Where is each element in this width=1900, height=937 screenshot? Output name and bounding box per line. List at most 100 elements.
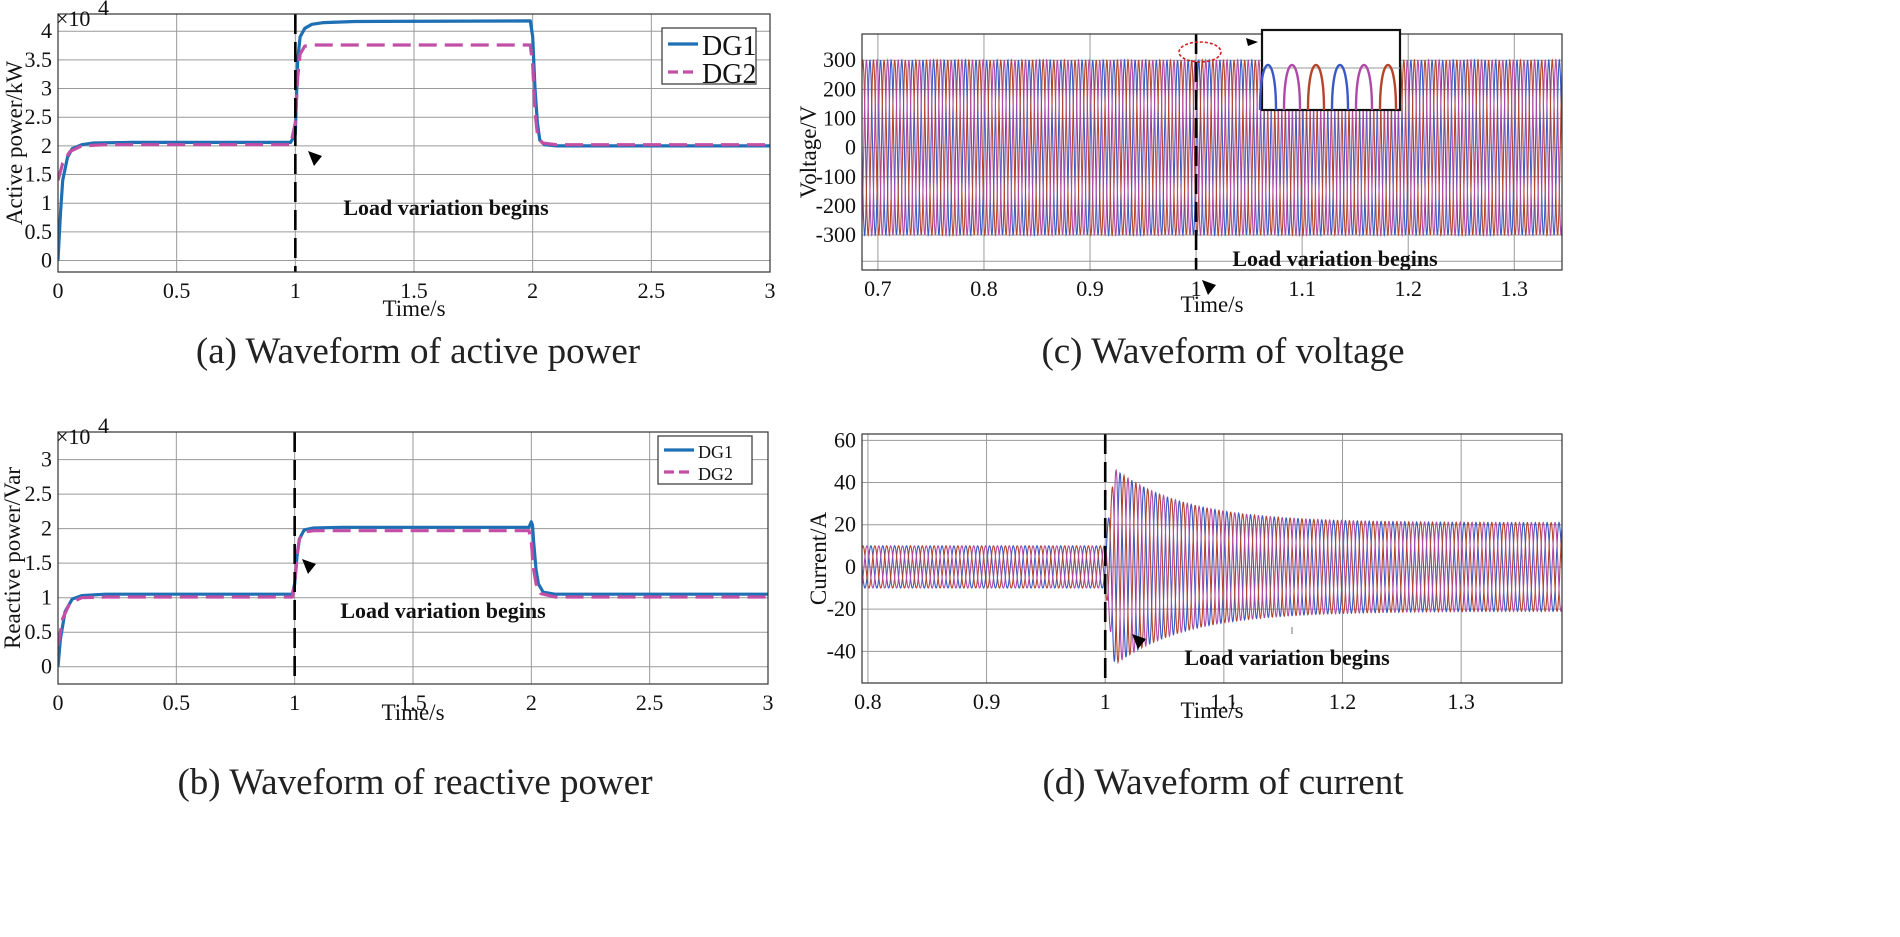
figure-caption: (c) Waveform of voltage	[1041, 331, 1404, 372]
x-tick-label: 0.5	[163, 690, 191, 715]
x-tick-label: 2	[526, 690, 537, 715]
x-tick-label: 1.1	[1288, 276, 1316, 301]
legend-label-dg1: DG1	[698, 442, 733, 462]
x-tick-label: 0.7	[864, 276, 892, 301]
axis-scale-label: ×10	[56, 424, 90, 449]
y-tick-label: -200	[816, 193, 856, 218]
x-axis-label: Time/s	[381, 700, 444, 725]
y-tick-label: 20	[834, 512, 856, 537]
y-tick-label: 2.5	[25, 481, 53, 506]
waveform-phase-b	[862, 473, 1562, 665]
y-tick-label: -40	[827, 638, 856, 663]
y-tick-label: 300	[823, 47, 856, 72]
axis-scale-label: ×10	[56, 6, 90, 31]
y-tick-label: 3.5	[25, 47, 53, 72]
inset-peak	[1330, 63, 1350, 111]
inset-peak	[1354, 63, 1374, 111]
annotation-arrow	[308, 151, 322, 166]
x-tick-label: 0.8	[970, 276, 998, 301]
x-tick-label: 1.3	[1501, 276, 1529, 301]
waveform-phase-a	[862, 58, 1562, 238]
waveform-phase-c	[862, 468, 1562, 661]
plot-data	[862, 468, 1562, 665]
legend-label-dg2: DG2	[698, 464, 733, 484]
axis-scale-exponent: 4	[98, 0, 109, 20]
x-tick-label: 0	[53, 278, 64, 303]
plot-data	[58, 19, 770, 261]
y-axis-label: Current/A	[806, 511, 831, 605]
x-tick-label: 0.5	[163, 278, 191, 303]
y-tick-label: 1	[41, 585, 52, 610]
y-tick-label: 4	[41, 18, 52, 43]
y-tick-label: -20	[827, 596, 856, 621]
figure-caption: (a) Waveform of active power	[196, 331, 640, 372]
x-tick-label: 1.2	[1394, 276, 1422, 301]
y-tick-label: 3	[41, 76, 52, 101]
inset-pointer-arrow	[1246, 38, 1258, 46]
y-axis-label: Reactive power/Var	[0, 467, 25, 649]
annotation-text: Load variation begins	[1184, 645, 1390, 670]
x-tick-label: 2.5	[638, 278, 666, 303]
x-tick-label: 2	[527, 278, 538, 303]
y-tick-label: 0.5	[25, 219, 53, 244]
waveform-phase-b	[862, 58, 1562, 238]
y-tick-label: 1.5	[25, 550, 53, 575]
y-tick-label: 3	[41, 447, 52, 472]
y-axis-label: Active power/kW	[2, 61, 27, 225]
chart-b: 0 0.5 1 1.5 2 2.5 3 0 0.5 1 1.5 2 2.5 3 Time/s Reactive…	[0, 413, 774, 803]
x-tick-label: 1	[1191, 276, 1202, 301]
inset-peak	[1378, 63, 1398, 111]
legend-label-dg2: DG2	[702, 59, 756, 90]
chart-d: 0.8 0.9 1 1.1 1.2 1.3 -40 -20 0 20 40 60 Time/s Curre…	[806, 427, 1563, 803]
x-tick-label: 2.5	[636, 690, 664, 715]
y-tick-label: 2.5	[25, 104, 53, 129]
y-tick-label: 0	[845, 135, 856, 160]
zoom-inset	[1178, 28, 1402, 112]
x-tick-label: 1.3	[1447, 689, 1475, 714]
series-line-dg2	[58, 529, 768, 647]
x-tick-label: 1.5	[399, 690, 427, 715]
plot-frame	[57, 13, 771, 273]
y-tick-label: 0	[41, 248, 52, 273]
y-tick-label: 100	[823, 105, 856, 130]
inset-peak	[1306, 63, 1326, 111]
inset-peak	[1282, 63, 1302, 111]
plot-frame	[861, 433, 1563, 684]
x-tick-label: 3	[765, 278, 776, 303]
legend-box	[657, 435, 753, 485]
x-tick-label: 1.1	[1210, 689, 1238, 714]
annotation-arrow	[1202, 280, 1216, 295]
y-tick-label: 40	[834, 470, 856, 495]
chart-c: 0.7 0.8 0.9 1 1.1 1.2 1.3 -300 -200 -100 0 100 200 30…	[796, 28, 1563, 372]
annotation-arrow	[302, 559, 316, 574]
y-axis-label: Voltage/V	[796, 105, 821, 198]
y-tick-label: 0	[845, 554, 856, 579]
x-tick-label: 0.9	[1076, 276, 1104, 301]
annotation-text: Load variation begins	[340, 598, 546, 623]
x-tick-label: 0	[53, 690, 64, 715]
y-tick-label: 2	[41, 133, 52, 158]
series-line-dg1	[58, 520, 768, 667]
y-tick-label: -100	[816, 164, 856, 189]
x-tick-label: 1	[290, 278, 301, 303]
plot-data	[58, 520, 768, 667]
axis-scale-exponent: 4	[98, 413, 109, 438]
x-tick-label: 1	[289, 690, 300, 715]
y-tick-label: 0.5	[25, 619, 53, 644]
x-axis-label: Time/s	[1180, 698, 1243, 723]
x-tick-label: 3	[763, 690, 774, 715]
x-tick-label: 0.8	[854, 689, 882, 714]
x-axis-label: Time/s	[1180, 292, 1243, 317]
y-tick-label: -300	[816, 222, 856, 247]
plot-frame	[57, 431, 769, 685]
inset-peak	[1258, 63, 1278, 111]
figure-caption: (d) Waveform of current	[1042, 762, 1404, 803]
legend-box	[661, 27, 757, 85]
zoom-marker-ellipse	[1178, 41, 1222, 63]
plot-data	[862, 58, 1562, 238]
annotation-text: Load variation begins	[1232, 246, 1438, 271]
y-tick-label: 1.5	[25, 162, 53, 187]
